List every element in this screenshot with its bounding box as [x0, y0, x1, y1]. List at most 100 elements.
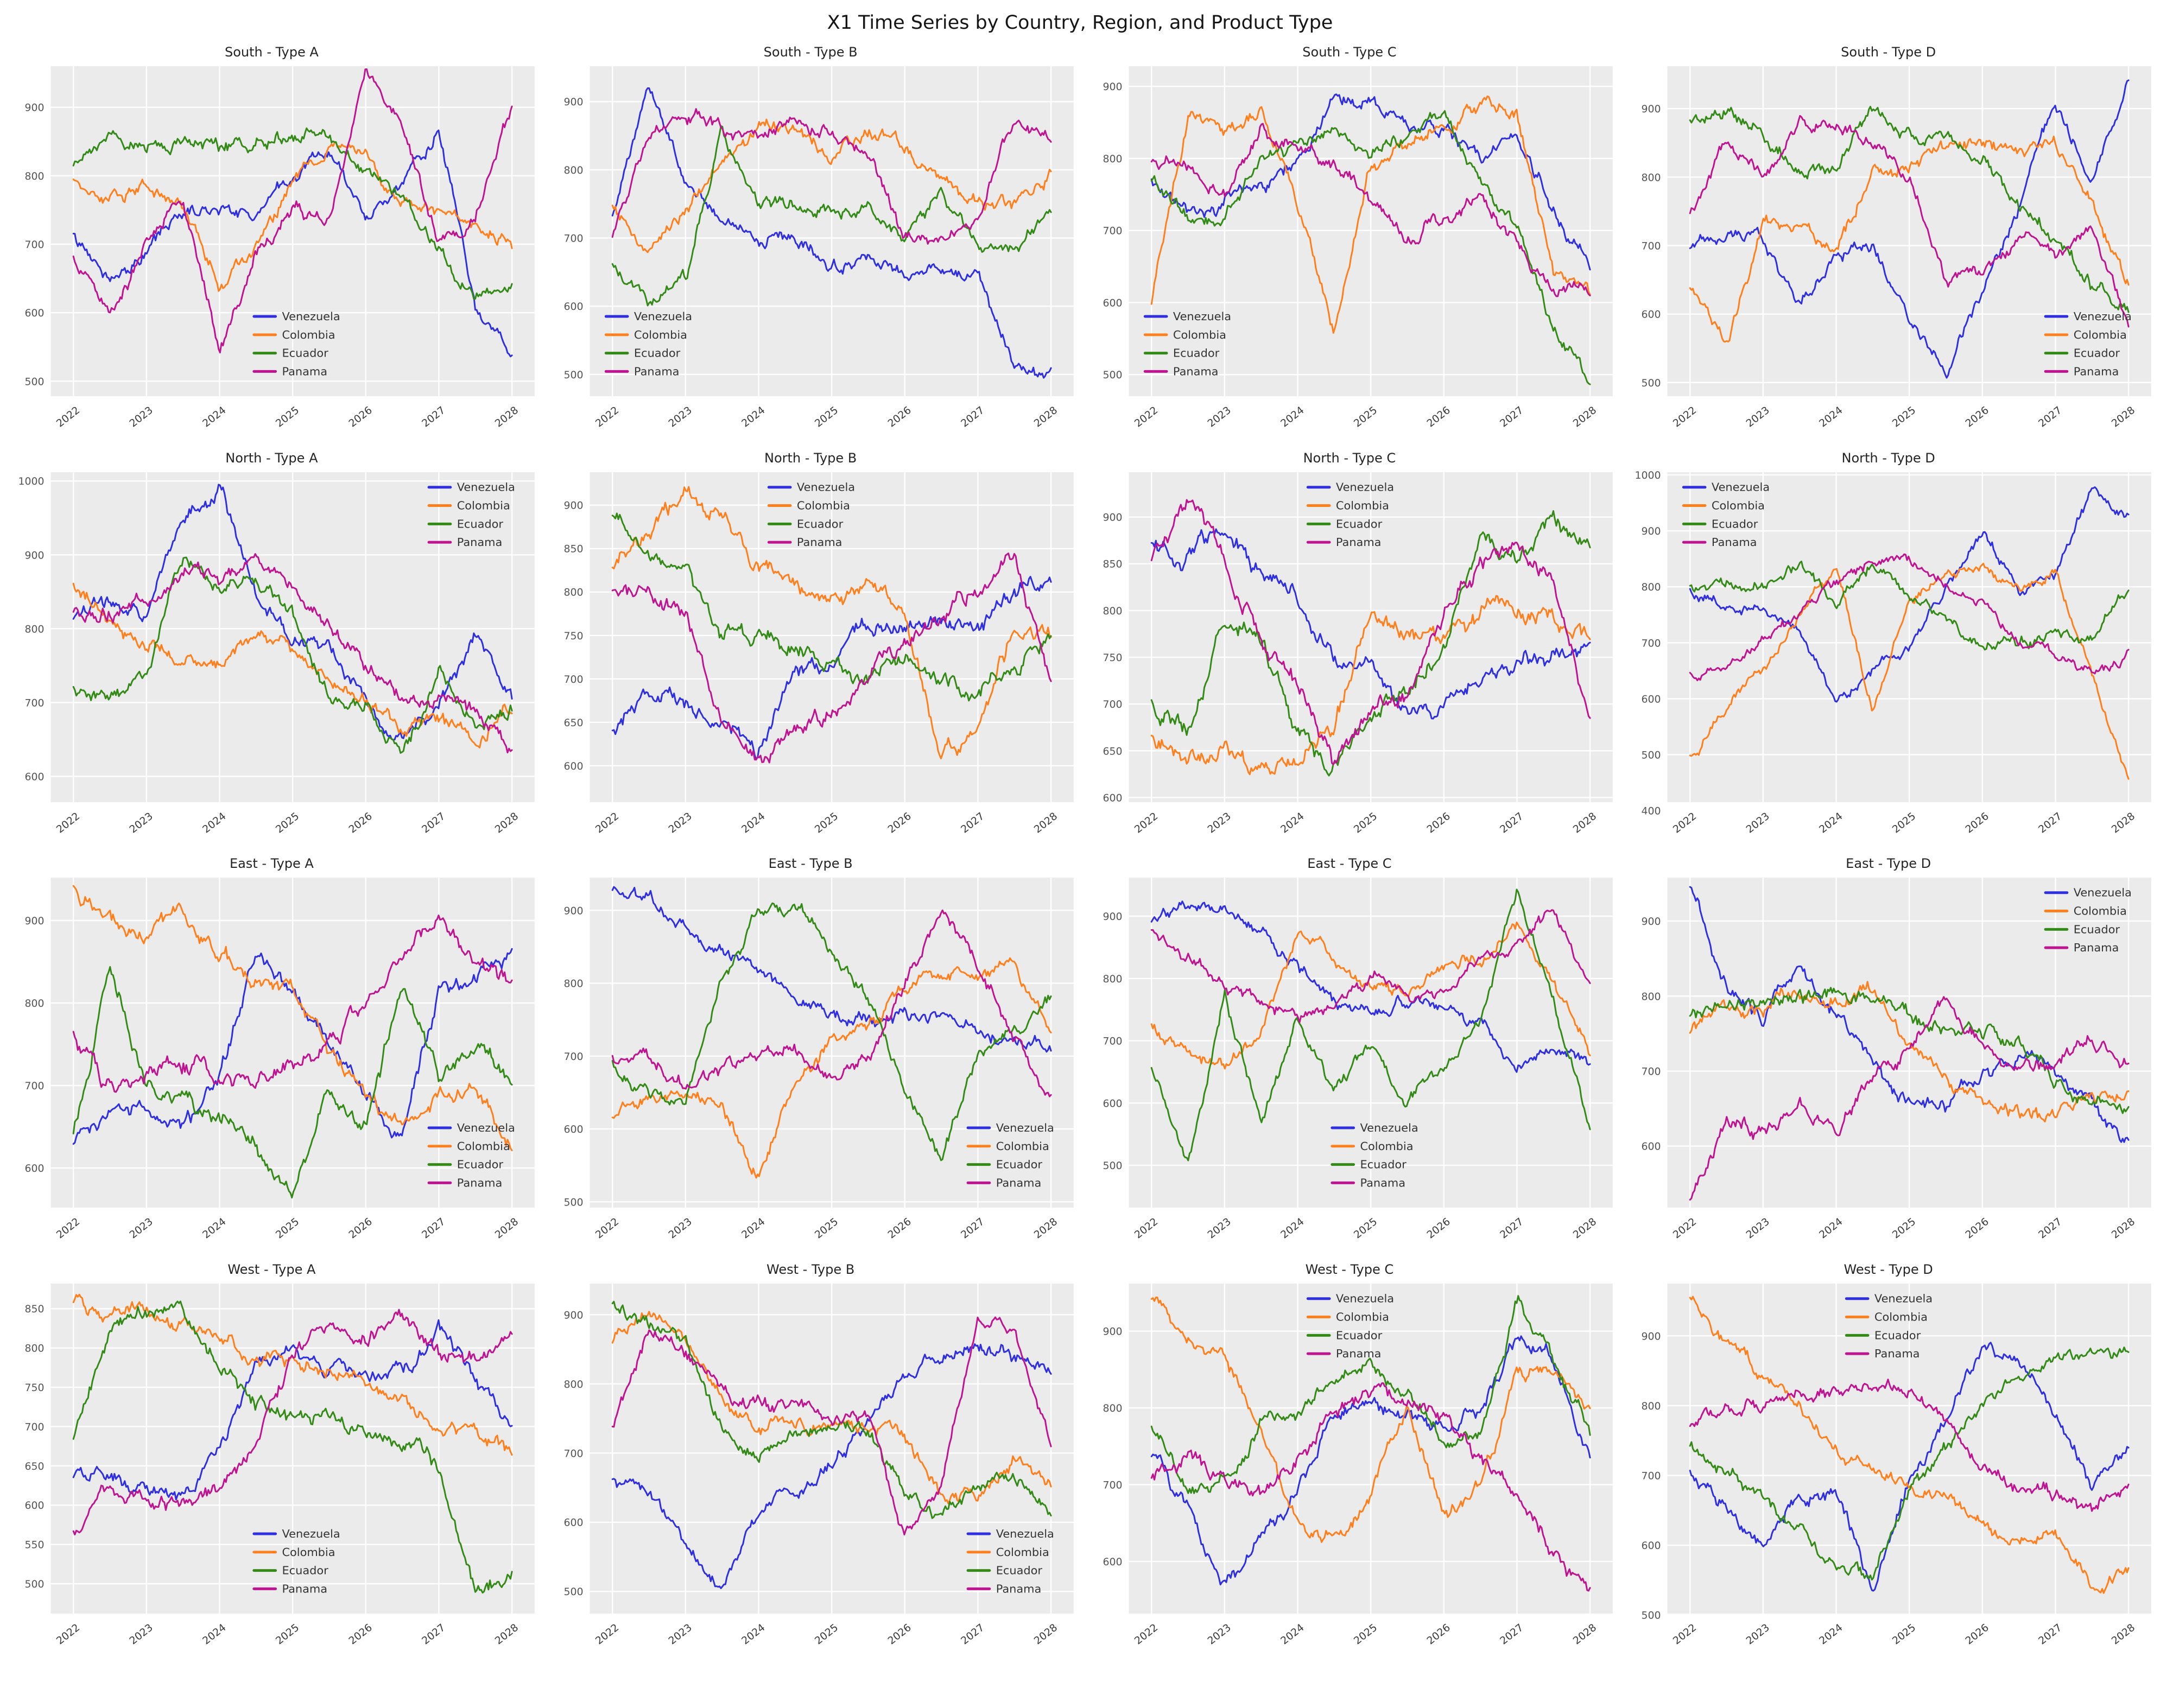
svg-text:2027: 2027: [959, 1621, 986, 1647]
chart-grid: South - Type A 500 600 700 800 900 2022 2023 202…: [0, 41, 2160, 1663]
svg-text:600: 600: [1642, 309, 1661, 321]
svg-text:800: 800: [563, 586, 583, 598]
svg-text:500: 500: [1103, 1160, 1122, 1172]
legend-label-colombia: Colombia: [634, 328, 687, 341]
series-line-venezuela: [1150, 93, 1591, 271]
svg-text:2027: 2027: [2036, 1621, 2064, 1647]
legend-label-colombia: Colombia: [457, 499, 510, 512]
series-line-panama: [72, 553, 513, 753]
svg-text:2027: 2027: [2036, 810, 2064, 835]
svg-text:800: 800: [1103, 153, 1122, 165]
gridlines: [1667, 877, 2152, 1208]
series-line-ecuador: [1689, 560, 2130, 650]
series-line-venezuela: [611, 886, 1052, 1053]
y-axis-tick-labels: 500 600 700 800 900: [25, 102, 45, 388]
svg-text:2025: 2025: [1890, 1216, 1918, 1241]
svg-text:2023: 2023: [666, 810, 694, 835]
svg-text:800: 800: [1642, 990, 1661, 1002]
svg-text:2025: 2025: [1890, 810, 1918, 835]
svg-text:800: 800: [563, 1378, 583, 1390]
legend-label-venezuela: Venezuela: [797, 480, 855, 493]
svg-text:600: 600: [1103, 297, 1122, 309]
svg-text:2022: 2022: [1132, 404, 1160, 430]
legend-label-venezuela: Venezuela: [1360, 1121, 1418, 1134]
svg-text:2023: 2023: [666, 404, 694, 430]
svg-text:750: 750: [1103, 652, 1122, 664]
series-line-venezuela: [1689, 1341, 2130, 1592]
svg-text:2026: 2026: [1963, 404, 1991, 430]
svg-text:600: 600: [1103, 1097, 1122, 1109]
svg-text:2023: 2023: [1205, 810, 1233, 835]
svg-text:2028: 2028: [2110, 404, 2137, 430]
legend: Venezuela Colombia Ecuador Panama: [2044, 886, 2132, 954]
legend-label-venezuela: Venezuela: [282, 1527, 340, 1540]
subplot-title: West - Type A: [227, 1261, 316, 1277]
svg-text:2023: 2023: [1205, 1216, 1233, 1241]
svg-text:2025: 2025: [1351, 810, 1379, 835]
svg-text:2024: 2024: [1278, 1621, 1306, 1647]
svg-text:2026: 2026: [1424, 810, 1452, 835]
svg-text:2023: 2023: [127, 404, 155, 430]
subplot-title: North - Type A: [225, 450, 318, 466]
svg-text:500: 500: [25, 376, 45, 388]
svg-text:500: 500: [1103, 369, 1122, 381]
svg-text:700: 700: [1642, 240, 1661, 252]
svg-text:2025: 2025: [274, 810, 301, 835]
legend-label-panama: Panama: [996, 1582, 1041, 1595]
svg-text:2024: 2024: [1278, 810, 1306, 835]
legend: Venezuela Colombia Ecuador Panama: [966, 1121, 1054, 1189]
series-line-panama: [1689, 1378, 2130, 1512]
plot-canvas: 600 700 800 900 2022 2023 2024 2025 2026 2027 2028…: [25, 877, 535, 1241]
legend: Venezuela Colombia Ecuador Panama: [966, 1527, 1054, 1595]
series-line-ecuador: [611, 125, 1052, 307]
svg-text:600: 600: [563, 1516, 583, 1528]
y-axis-tick-labels: 500 600 700 800 900: [1103, 81, 1122, 381]
series-line-colombia: [1150, 95, 1591, 334]
svg-text:700: 700: [25, 1080, 45, 1092]
series-line-panama: [611, 108, 1052, 245]
svg-text:850: 850: [563, 543, 583, 555]
svg-text:900: 900: [25, 549, 45, 561]
x-axis-tick-labels: 2022 2023 2024 2025 2026 2027 2028: [54, 1216, 521, 1241]
series-line-venezuela: [72, 948, 513, 1145]
legend-label-ecuador: Ecuador: [1173, 347, 1219, 360]
x-axis-tick-labels: 2022 2023 2024 2025 2026 2027 2028: [1132, 810, 1598, 835]
gridlines: [590, 472, 1074, 802]
series-line-ecuador: [1150, 110, 1591, 385]
legend-label-panama: Panama: [457, 536, 503, 549]
svg-text:2028: 2028: [2110, 810, 2137, 835]
series-line-venezuela: [72, 129, 513, 358]
series-line-colombia: [1150, 1296, 1591, 1543]
svg-text:2028: 2028: [493, 810, 521, 835]
svg-text:2022: 2022: [54, 1621, 82, 1647]
svg-text:2027: 2027: [2036, 1216, 2064, 1241]
gridlines: [50, 472, 535, 802]
svg-text:2025: 2025: [812, 810, 840, 835]
svg-text:2023: 2023: [1744, 1621, 1772, 1647]
series-line-ecuador: [611, 1300, 1052, 1519]
svg-text:2026: 2026: [346, 810, 374, 835]
svg-text:2024: 2024: [200, 404, 228, 430]
svg-text:2027: 2027: [420, 404, 447, 430]
svg-text:2028: 2028: [493, 1621, 521, 1647]
svg-text:2024: 2024: [1817, 404, 1845, 430]
subplot-east-type-d: East - Type D 600 700 800 900 2022 2023 2024 202…: [1620, 853, 2157, 1258]
series-line-ecuador: [72, 966, 513, 1199]
page-title: X1 Time Series by Country, Region, and P…: [827, 12, 1333, 34]
svg-text:600: 600: [1103, 1555, 1122, 1567]
svg-text:900: 900: [25, 102, 45, 114]
gridlines: [1128, 877, 1613, 1208]
y-axis-tick-labels: 500 600 700 800 900: [1103, 911, 1122, 1172]
x-axis-tick-labels: 2022 2023 2024 2025 2026 2027 2028: [1671, 404, 2137, 430]
y-axis-tick-labels: 600 700 800 900: [25, 915, 45, 1174]
svg-text:2027: 2027: [1498, 810, 1525, 835]
legend-label-colombia: Colombia: [1335, 499, 1389, 512]
svg-text:900: 900: [1103, 511, 1122, 523]
legend: Venezuela Colombia Ecuador Panama: [1682, 480, 1770, 549]
svg-text:2027: 2027: [1498, 404, 1525, 430]
svg-text:500: 500: [563, 1586, 583, 1598]
legend-label-panama: Panama: [1360, 1176, 1405, 1189]
svg-text:2024: 2024: [1817, 1216, 1845, 1241]
